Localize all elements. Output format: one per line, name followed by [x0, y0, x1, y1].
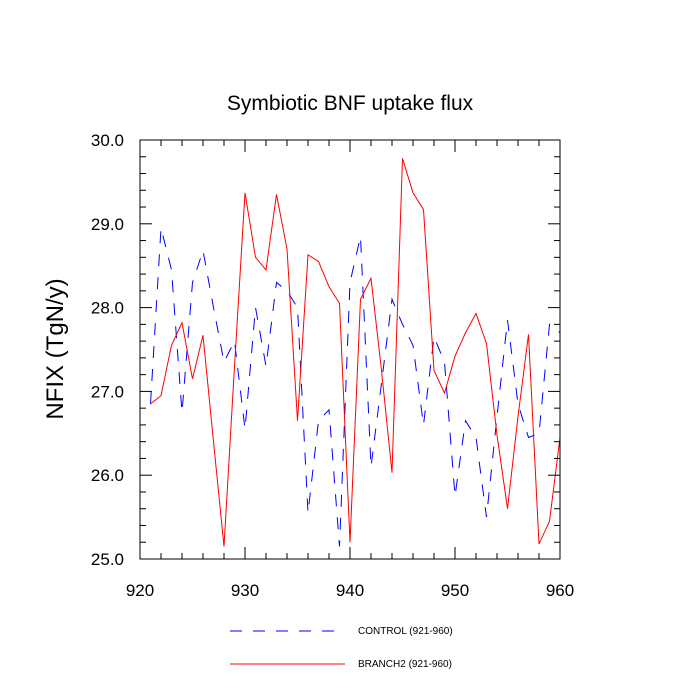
chart-title: Symbiotic BNF uptake flux: [227, 92, 474, 115]
y-tick-label: 30.0: [91, 131, 124, 150]
series-line-branch2: [150, 158, 561, 547]
y-axis-label: NFIX (TgN/y): [42, 278, 69, 419]
legend-label-control: CONTROL (921-960): [358, 626, 453, 637]
x-tick-label: 960: [546, 581, 574, 600]
plot-area: 920 930 940 950 960 25.0 26.0 27.0 28.0 29.0 30.0: [91, 131, 574, 600]
x-tick-label: 940: [336, 581, 364, 600]
y-tick-label: 25.0: [91, 550, 124, 569]
legend-label-branch2: BRANCH2 (921-960): [358, 659, 452, 670]
series-line-control: [150, 227, 561, 547]
y-tick-label: 26.0: [91, 466, 124, 485]
legend: CONTROL (921-960) BRANCH2 (921-960): [230, 626, 453, 670]
x-tick-label: 950: [441, 581, 469, 600]
y-tick-label: 29.0: [91, 215, 124, 234]
plot-frame: [139, 139, 561, 560]
x-tick-label: 920: [126, 581, 154, 600]
x-tick-label: 930: [231, 581, 259, 600]
y-tick-label: 27.0: [91, 382, 124, 401]
y-tick-label: 28.0: [91, 299, 124, 318]
